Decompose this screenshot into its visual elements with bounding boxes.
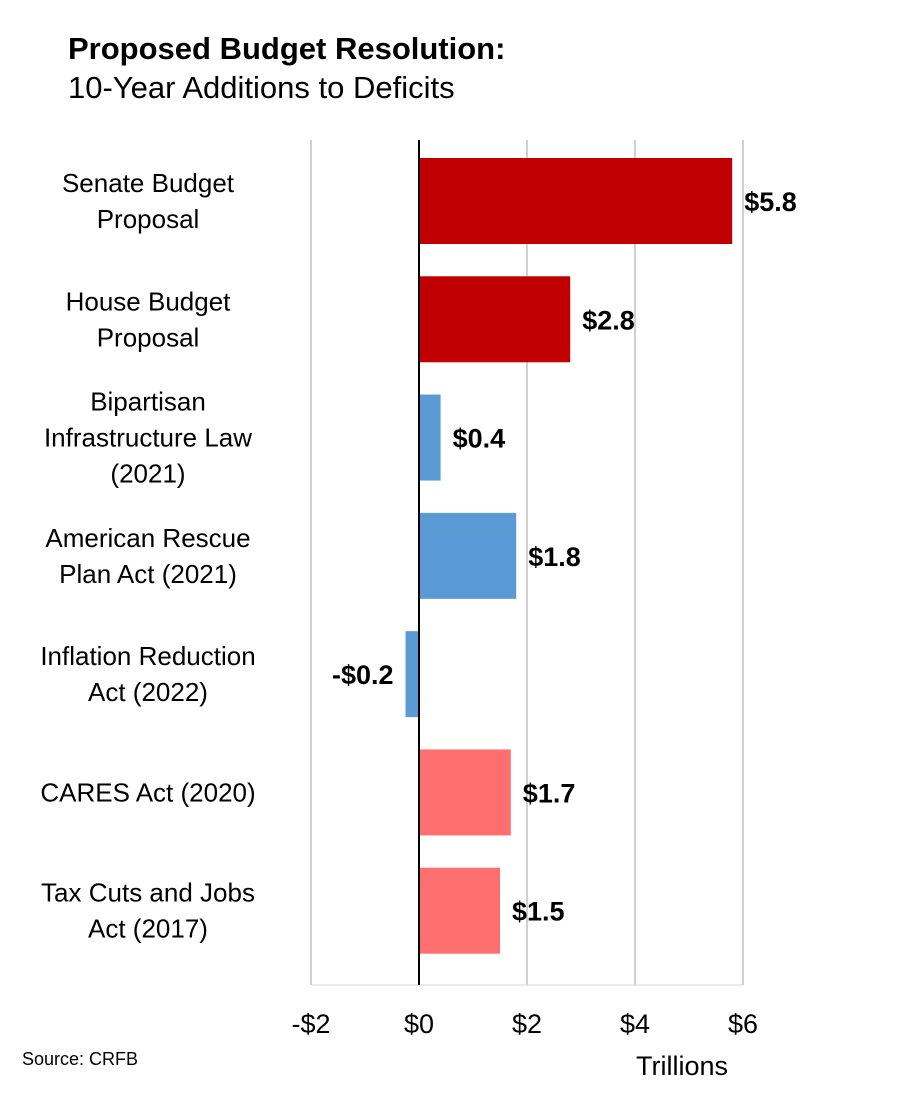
bar-2 — [419, 394, 441, 481]
value-label-5: $1.7 — [523, 778, 576, 808]
category-label-0: Senate Budget Proposal — [62, 168, 235, 234]
value-label-3: $1.8 — [528, 542, 581, 572]
bar-4 — [405, 631, 419, 718]
category-label-1-line-0: House Budget — [66, 286, 232, 316]
category-label-1-line-1: Proposal — [97, 322, 200, 352]
bar-1 — [419, 276, 571, 363]
value-label-1: $2.8 — [582, 305, 635, 335]
x-axis-title: Trillions — [636, 1051, 728, 1081]
category-label-5: CARES Act (2020) — [40, 777, 255, 807]
x-tick-label-2: $2 — [512, 1009, 542, 1039]
chart-subtitle: 10-Year Additions to Deficits — [68, 70, 455, 105]
value-label-4: -$0.2 — [332, 660, 394, 690]
category-label-6: Tax Cuts and Jobs Act (2017) — [41, 878, 255, 944]
bar-5 — [419, 749, 511, 836]
category-label-1: House Budget Proposal — [66, 286, 232, 352]
x-tick-label-0: -$2 — [291, 1009, 330, 1039]
value-label-2: $0.4 — [453, 424, 506, 454]
category-label-6-line-0: Tax Cuts and Jobs — [41, 878, 255, 908]
category-label-5-line-0: CARES Act (2020) — [40, 777, 255, 807]
category-label-0-line-1: Proposal — [97, 204, 200, 234]
value-label-0: $5.8 — [744, 187, 797, 217]
bar-0 — [419, 158, 733, 244]
category-label-3: American Rescue Plan Act (2021) — [45, 523, 250, 589]
chart-title: Proposed Budget Resolution: — [68, 31, 506, 66]
category-label-2-line-2: (2021) — [110, 459, 185, 489]
x-tick-label-1: $0 — [404, 1009, 434, 1039]
bar-6 — [419, 867, 500, 954]
value-label-6: $1.5 — [512, 897, 565, 927]
category-label-2: Bipartisan Infrastructure Law (2021) — [44, 387, 252, 489]
chart-title-block: Proposed Budget Resolution: 10-Year Addi… — [68, 30, 505, 108]
source-note: Source: CRFB — [22, 1049, 139, 1069]
category-label-4-line-1: Act (2022) — [88, 677, 208, 707]
x-tick-label-3: $4 — [620, 1009, 650, 1039]
x-tick-label-4: $6 — [728, 1009, 758, 1039]
category-label-2-line-0: Bipartisan — [90, 387, 206, 417]
category-label-2-line-1: Infrastructure Law — [44, 423, 252, 453]
category-label-6-line-1: Act (2017) — [88, 914, 208, 944]
category-label-4-line-0: Inflation Reduction — [40, 641, 255, 671]
category-label-3-line-1: Plan Act (2021) — [59, 559, 237, 589]
category-label-3-line-0: American Rescue — [45, 523, 250, 553]
category-label-4: Inflation Reduction Act (2022) — [40, 641, 255, 707]
bar-3 — [419, 512, 517, 599]
category-label-0-line-0: Senate Budget — [62, 168, 235, 198]
